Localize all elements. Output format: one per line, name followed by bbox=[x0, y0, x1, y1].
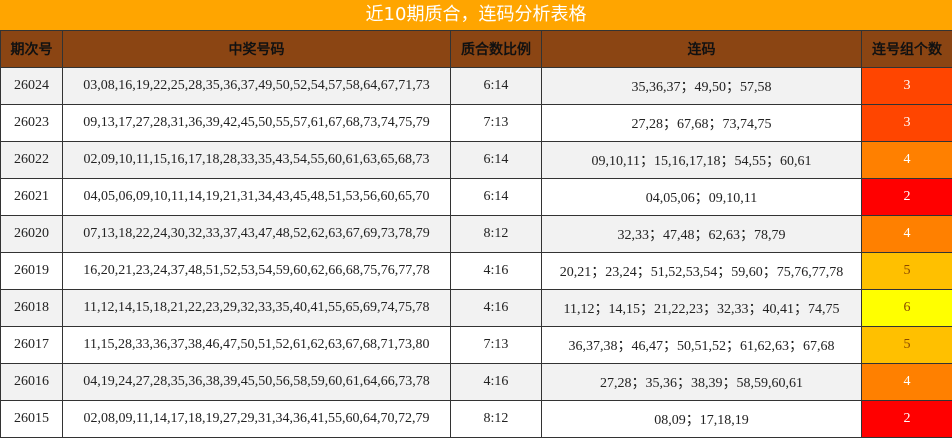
table-cell: 11,15,28,33,36,37,38,46,47,50,51,52,61,6… bbox=[63, 327, 451, 364]
header-row: 期次号中奖号码质合数比例连码连号组个数 bbox=[1, 31, 952, 68]
table-cell: 4 bbox=[862, 216, 952, 253]
table-cell: 02,08,09,11,14,17,18,19,27,29,31,34,36,4… bbox=[63, 401, 451, 438]
table-cell: 07,13,18,22,24,30,32,33,37,43,47,48,52,6… bbox=[63, 216, 451, 253]
table-cell: 6:14 bbox=[451, 68, 542, 105]
header-cell: 中奖号码 bbox=[63, 31, 451, 68]
table-cell: 6:14 bbox=[451, 142, 542, 179]
table-cell: 26021 bbox=[1, 179, 63, 216]
table-cell: 27,28；35,36；38,39；58,59,60,61 bbox=[542, 364, 862, 401]
table-cell: 5 bbox=[862, 327, 952, 364]
table-cell: 36,37,38；46,47；50,51,52；61,62,63；67,68 bbox=[542, 327, 862, 364]
header-cell: 期次号 bbox=[1, 31, 63, 68]
table-cell: 7:13 bbox=[451, 327, 542, 364]
table-cell: 26018 bbox=[1, 290, 63, 327]
table-cell: 26023 bbox=[1, 105, 63, 142]
table-cell: 20,21；23,24；51,52,53,54；59,60；75,76,77,7… bbox=[542, 253, 862, 290]
table-cell: 11,12；14,15；21,22,23；32,33；40,41；74,75 bbox=[542, 290, 862, 327]
table-cell: 4 bbox=[862, 364, 952, 401]
table-cell: 7:13 bbox=[451, 105, 542, 142]
table-cell: 02,09,10,11,15,16,17,18,28,33,35,43,54,5… bbox=[63, 142, 451, 179]
table-cell: 4:16 bbox=[451, 290, 542, 327]
table-cell: 2 bbox=[862, 179, 952, 216]
table-cell: 35,36,37；49,50；57,58 bbox=[542, 68, 862, 105]
table-cell: 16,20,21,23,24,37,48,51,52,53,54,59,60,6… bbox=[63, 253, 451, 290]
table-cell: 32,33；47,48；62,63；78,79 bbox=[542, 216, 862, 253]
table-cell: 3 bbox=[862, 105, 952, 142]
table-cell: 26015 bbox=[1, 401, 63, 438]
table-cell: 04,19,24,27,28,35,36,38,39,45,50,56,58,5… bbox=[63, 364, 451, 401]
table-cell: 26017 bbox=[1, 327, 63, 364]
table-cell: 26020 bbox=[1, 216, 63, 253]
table-cell: 4 bbox=[862, 142, 952, 179]
table-cell: 3 bbox=[862, 68, 952, 105]
table-cell: 09,10,11；15,16,17,18；54,55；60,61 bbox=[542, 142, 862, 179]
header-cell: 质合数比例 bbox=[451, 31, 542, 68]
table-cell: 2 bbox=[862, 401, 952, 438]
table-cell: 26022 bbox=[1, 142, 63, 179]
title: 近10期质合，连码分析表格 bbox=[0, 0, 952, 30]
table-cell: 4:16 bbox=[451, 253, 542, 290]
table-cell: 27,28；67,68；73,74,75 bbox=[542, 105, 862, 142]
table-cell: 8:12 bbox=[451, 216, 542, 253]
table-cell: 04,05,06；09,10,11 bbox=[542, 179, 862, 216]
header-cell: 连码 bbox=[542, 31, 862, 68]
table-cell: 08,09；17,18,19 bbox=[542, 401, 862, 438]
header-cell: 连号组个数 bbox=[862, 31, 952, 68]
table-cell: 09,13,17,27,28,31,36,39,42,45,50,55,57,6… bbox=[63, 105, 451, 142]
table-cell: 26024 bbox=[1, 68, 63, 105]
table-cell: 03,08,16,19,22,25,28,35,36,37,49,50,52,5… bbox=[63, 68, 451, 105]
table-cell: 6:14 bbox=[451, 179, 542, 216]
table-cell: 5 bbox=[862, 253, 952, 290]
table-cell: 04,05,06,09,10,11,14,19,21,31,34,43,45,4… bbox=[63, 179, 451, 216]
table-cell: 8:12 bbox=[451, 401, 542, 438]
table-cell: 4:16 bbox=[451, 364, 542, 401]
table-cell: 26019 bbox=[1, 253, 63, 290]
table-cell: 11,12,14,15,18,21,22,23,29,32,33,35,40,4… bbox=[63, 290, 451, 327]
table-cell: 26016 bbox=[1, 364, 63, 401]
table-cell: 6 bbox=[862, 290, 952, 327]
